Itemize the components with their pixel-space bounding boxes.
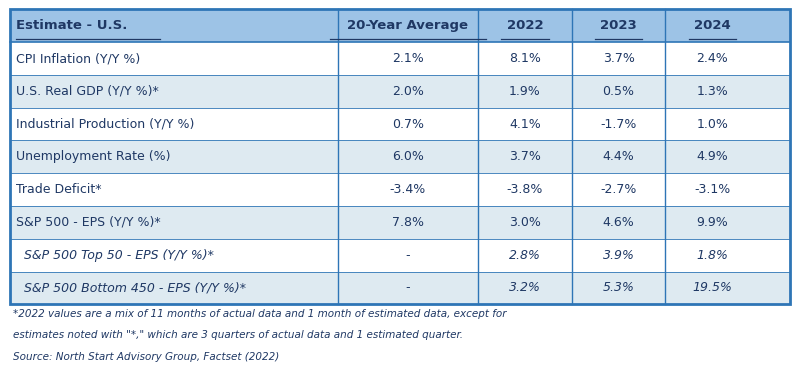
Text: 6.0%: 6.0%	[392, 150, 424, 163]
Bar	[10, 239, 790, 271]
Text: CPI Inflation (Y/Y %): CPI Inflation (Y/Y %)	[16, 52, 140, 65]
Text: 2.0%: 2.0%	[392, 85, 424, 98]
Text: -: -	[406, 281, 410, 294]
Text: 20-Year Average: 20-Year Average	[347, 19, 468, 33]
Text: Trade Deficit*: Trade Deficit*	[16, 183, 102, 196]
Text: 3.7%: 3.7%	[602, 52, 634, 65]
Text: 3.7%: 3.7%	[509, 150, 541, 163]
Text: 1.0%: 1.0%	[696, 118, 728, 131]
Text: 3.2%: 3.2%	[509, 281, 541, 294]
Text: 4.9%: 4.9%	[697, 150, 728, 163]
Text: *2022 values are a mix of 11 months of actual data and 1 month of estimated data: *2022 values are a mix of 11 months of a…	[13, 309, 506, 319]
Text: 4.1%: 4.1%	[509, 118, 541, 131]
Text: U.S. Real GDP (Y/Y %)*: U.S. Real GDP (Y/Y %)*	[16, 85, 158, 98]
Bar	[10, 173, 790, 206]
Bar	[10, 108, 790, 141]
Bar	[10, 141, 790, 173]
Bar	[10, 206, 790, 239]
Text: 4.4%: 4.4%	[602, 150, 634, 163]
Text: -3.4%: -3.4%	[390, 183, 426, 196]
Bar	[10, 9, 790, 304]
Text: 7.8%: 7.8%	[392, 216, 424, 229]
Text: Unemployment Rate (%): Unemployment Rate (%)	[16, 150, 170, 163]
Text: -1.7%: -1.7%	[601, 118, 637, 131]
Text: 1.9%: 1.9%	[509, 85, 541, 98]
Text: 2.4%: 2.4%	[697, 52, 728, 65]
Text: S&P 500 Top 50 - EPS (Y/Y %)*: S&P 500 Top 50 - EPS (Y/Y %)*	[16, 249, 214, 262]
Text: estimates noted with "*," which are 3 quarters of actual data and 1 estimated qu: estimates noted with "*," which are 3 qu…	[13, 330, 462, 340]
Text: Source: North Start Advisory Group, Factset (2022): Source: North Start Advisory Group, Fact…	[13, 352, 279, 362]
Text: 3.0%: 3.0%	[509, 216, 541, 229]
Text: -2.7%: -2.7%	[601, 183, 637, 196]
Text: -3.8%: -3.8%	[506, 183, 543, 196]
Bar	[10, 42, 790, 75]
Text: 0.7%: 0.7%	[392, 118, 424, 131]
Text: 19.5%: 19.5%	[692, 281, 732, 294]
Text: Industrial Production (Y/Y %): Industrial Production (Y/Y %)	[16, 118, 194, 131]
Text: 1.8%: 1.8%	[696, 249, 728, 262]
Text: 3.9%: 3.9%	[602, 249, 634, 262]
Text: 2022: 2022	[506, 19, 543, 33]
Text: 2.8%: 2.8%	[509, 249, 541, 262]
Text: 0.5%: 0.5%	[602, 85, 634, 98]
Bar	[10, 9, 790, 42]
Text: 9.9%: 9.9%	[697, 216, 728, 229]
Bar	[10, 75, 790, 108]
Text: S&P 500 Bottom 450 - EPS (Y/Y %)*: S&P 500 Bottom 450 - EPS (Y/Y %)*	[16, 281, 246, 294]
Text: 2024: 2024	[694, 19, 730, 33]
Text: -: -	[406, 249, 410, 262]
Text: 8.1%: 8.1%	[509, 52, 541, 65]
Text: S&P 500 - EPS (Y/Y %)*: S&P 500 - EPS (Y/Y %)*	[16, 216, 161, 229]
Text: Estimate - U.S.: Estimate - U.S.	[16, 19, 127, 33]
Text: 5.3%: 5.3%	[602, 281, 634, 294]
Text: 2.1%: 2.1%	[392, 52, 424, 65]
Bar	[10, 271, 790, 304]
Text: 4.6%: 4.6%	[602, 216, 634, 229]
Text: 2023: 2023	[600, 19, 637, 33]
Text: 1.3%: 1.3%	[697, 85, 728, 98]
Text: -3.1%: -3.1%	[694, 183, 730, 196]
